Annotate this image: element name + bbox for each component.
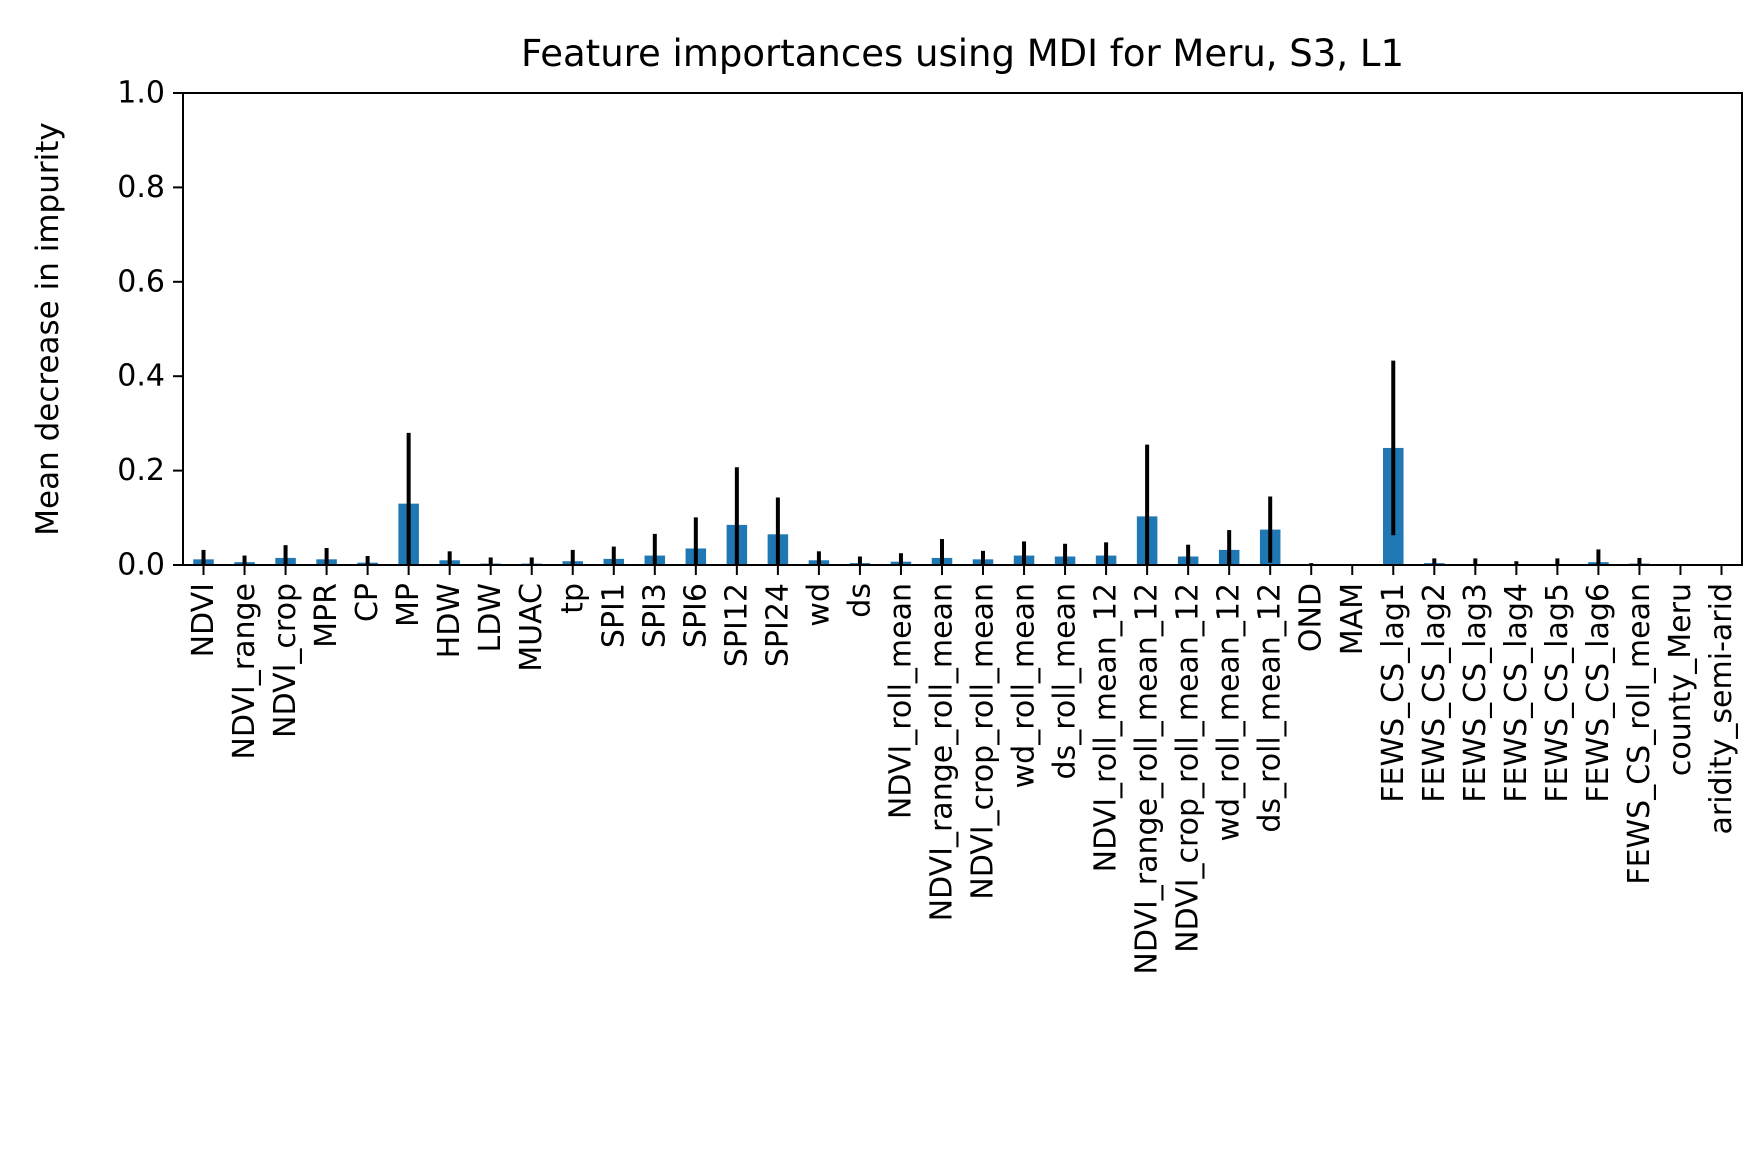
- x-tick-label-MAM: MAM: [1335, 583, 1370, 655]
- x-tick-label-aridity_semi-arid: aridity_semi-arid: [1704, 583, 1739, 835]
- plot-frame: [182, 92, 1743, 566]
- x-tick-label-wd: wd: [801, 583, 836, 627]
- x-tick-label-MP: MP: [391, 583, 426, 627]
- x-axis: NDVI NDVI_range NDVI_crop MPR CP MP HDW LDW MUAC…: [186, 565, 1739, 975]
- y-axis-label: Mean decrease in impurity: [30, 122, 66, 535]
- x-tick-label-OND: OND: [1294, 583, 1329, 652]
- bars-group: [193, 447, 1650, 565]
- x-tick-label-CP: CP: [350, 583, 385, 622]
- x-tick-label-NDVI_range: NDVI_range: [227, 583, 262, 760]
- x-tick-label-wd_roll_mean: wd_roll_mean: [1007, 583, 1042, 788]
- x-tick-label-SPI6: SPI6: [678, 583, 713, 648]
- y-tick-label-0.6: 0.6: [117, 264, 165, 299]
- y-tick-label-0.0: 0.0: [117, 548, 165, 583]
- x-tick-label-SPI3: SPI3: [637, 583, 672, 648]
- x-tick-label-ds: ds: [842, 583, 877, 618]
- x-tick-label-LDW: LDW: [473, 583, 508, 652]
- x-tick-label-county_Meru: county_Meru: [1663, 583, 1698, 776]
- x-tick-label-MUAC: MUAC: [514, 583, 549, 672]
- x-tick-label-FEWS_CS_lag5: FEWS_CS_lag5: [1540, 583, 1575, 803]
- y-tick-label-0.8: 0.8: [117, 170, 165, 205]
- x-tick-label-FEWS_CS_lag6: FEWS_CS_lag6: [1581, 583, 1616, 803]
- x-tick-label-NDVI: NDVI: [186, 583, 221, 657]
- y-axis: 0.0 0.2 0.4 0.6 0.8 1.0: [117, 76, 183, 583]
- chart-title: Feature importances using MDI for Meru, …: [521, 32, 1404, 75]
- x-tick-label-FEWS_CS_lag4: FEWS_CS_lag4: [1499, 583, 1534, 803]
- x-tick-label-FEWS_CS_roll_mean: FEWS_CS_roll_mean: [1622, 583, 1657, 885]
- x-tick-label-ds_roll_mean: ds_roll_mean: [1048, 583, 1083, 779]
- x-tick-label-tp: tp: [555, 583, 590, 614]
- x-tick-label-FEWS_CS_lag3: FEWS_CS_lag3: [1458, 583, 1493, 803]
- x-tick-label-NDVI_crop: NDVI_crop: [268, 583, 303, 738]
- y-tick-label-1.0: 1.0: [117, 76, 165, 111]
- error-bars-group: [201, 360, 1642, 565]
- x-tick-label-NDVI_range_roll_mean_12: NDVI_range_roll_mean_12: [1130, 583, 1165, 975]
- x-tick-label-wd_roll_mean_12: wd_roll_mean_12: [1212, 583, 1247, 842]
- x-tick-label-SPI12: SPI12: [719, 583, 754, 667]
- x-tick-label-FEWS_CS_lag1: FEWS_CS_lag1: [1376, 583, 1411, 803]
- y-tick-label-0.2: 0.2: [117, 453, 165, 488]
- y-tick-label-0.4: 0.4: [117, 359, 165, 394]
- x-tick-label-NDVI_crop_roll_mean_12: NDVI_crop_roll_mean_12: [1171, 583, 1206, 953]
- x-tick-label-ds_roll_mean_12: ds_roll_mean_12: [1253, 583, 1288, 833]
- x-tick-label-NDVI_roll_mean_12: NDVI_roll_mean_12: [1089, 583, 1124, 872]
- x-tick-label-MPR: MPR: [309, 583, 344, 648]
- x-tick-label-HDW: HDW: [432, 583, 467, 658]
- x-tick-label-SPI1: SPI1: [596, 583, 631, 648]
- x-tick-label-SPI24: SPI24: [760, 583, 795, 667]
- x-tick-label-NDVI_range_roll_mean: NDVI_range_roll_mean: [924, 583, 959, 921]
- x-tick-label-NDVI_roll_mean: NDVI_roll_mean: [883, 583, 918, 819]
- x-tick-label-FEWS_CS_lag2: FEWS_CS_lag2: [1417, 583, 1452, 803]
- x-tick-label-NDVI_crop_roll_mean: NDVI_crop_roll_mean: [966, 583, 1001, 900]
